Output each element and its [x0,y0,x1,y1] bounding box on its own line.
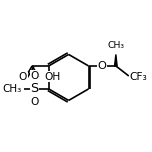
Text: O: O [98,61,107,71]
Text: CH₃: CH₃ [107,41,124,50]
Text: CF₃: CF₃ [130,73,147,82]
Text: O: O [30,71,39,81]
Polygon shape [115,54,117,66]
Text: O: O [30,97,39,107]
Text: O: O [19,73,27,82]
Text: S: S [31,82,39,95]
Text: OH: OH [45,72,61,82]
Text: CH₃: CH₃ [2,84,22,94]
